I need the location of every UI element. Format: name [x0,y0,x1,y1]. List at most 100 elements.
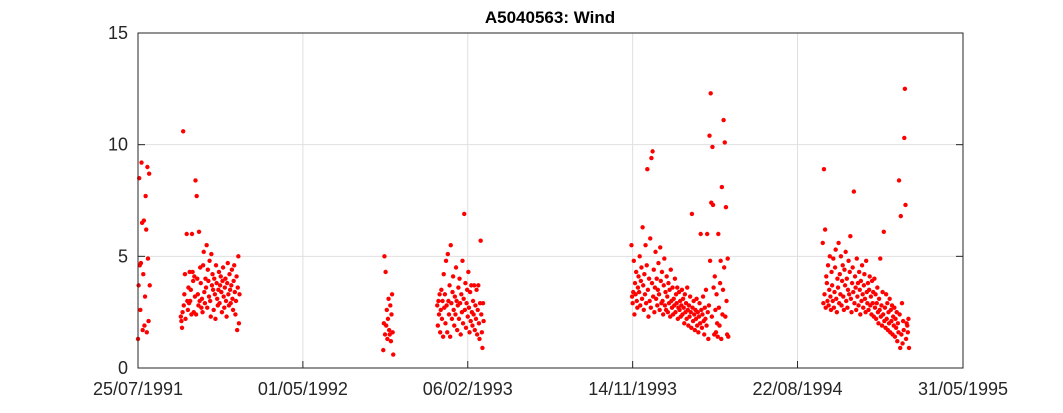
data-point [142,294,148,299]
data-point [193,178,198,183]
data-point [695,309,700,315]
data-point [835,285,841,290]
data-point [199,296,205,301]
data-point [663,289,668,295]
data-point [442,292,448,297]
data-point [200,263,206,268]
data-point [639,265,644,270]
data-point [185,307,191,313]
data-point [144,227,149,232]
data-point [899,301,905,306]
data-point [635,285,641,290]
data-point [696,314,702,319]
data-point [895,321,901,326]
data-point [873,316,879,322]
data-point [200,309,205,315]
data-point [441,272,446,277]
data-point [183,316,188,322]
data-point [892,334,898,339]
data-point [202,289,207,295]
data-point [863,258,869,263]
data-point [879,323,885,328]
data-point [179,318,184,324]
data-point [457,301,463,306]
data-point [709,314,715,319]
data-point [453,265,459,270]
data-point [654,276,659,281]
data-point [460,258,465,263]
data-point [885,301,890,306]
data-point [472,283,477,288]
data-point [670,285,675,290]
data-point [862,272,867,277]
data-point [231,278,236,284]
data-point [204,242,209,248]
data-point [458,332,463,337]
data-point [846,258,851,263]
data-point [866,287,872,293]
data-point [652,309,657,315]
data-point [878,256,883,261]
data-point [647,298,652,304]
data-point [857,287,862,293]
data-point [671,296,676,301]
data-point [856,303,861,308]
data-point [854,307,859,313]
data-point [850,265,855,270]
data-point [449,301,454,306]
data-point [439,316,445,322]
data-point [848,234,853,239]
data-point [206,278,211,284]
data-point [840,263,845,268]
data-points [135,86,912,357]
data-point [692,312,697,317]
data-point [657,307,662,313]
data-point [222,285,228,290]
data-point [880,289,885,295]
data-point [217,283,223,288]
data-point [706,303,712,308]
data-point [865,280,871,286]
data-point [898,345,903,351]
data-point [837,272,842,277]
data-point [450,274,456,279]
data-point [702,332,707,337]
data-point [443,258,449,263]
axis-ticks [137,32,964,369]
data-point [841,294,846,299]
data-point [460,321,466,326]
data-point [435,303,440,308]
data-point [201,249,206,255]
data-point [232,263,237,268]
data-point [447,283,452,288]
data-point [632,312,637,317]
data-point [646,314,651,319]
data-point [643,242,648,248]
data-point [480,301,486,306]
x-tick-label: 25/07/1991 [93,379,183,399]
data-point [845,305,850,310]
data-point [631,258,637,263]
data-point [682,321,687,326]
data-point [188,298,193,304]
data-point [700,312,705,317]
x-tick-label: 14/11/1993 [588,379,677,399]
data-point [440,298,445,304]
data-point [229,283,234,288]
data-point [178,314,184,319]
data-point [899,332,904,337]
data-point [656,260,661,266]
data-point [182,292,187,297]
data-point [138,307,143,313]
plot-area [138,33,963,368]
data-point [650,149,655,154]
data-point [190,269,195,275]
data-point [851,189,857,194]
data-point [437,292,442,297]
data-point [822,227,828,232]
data-point [831,305,837,310]
data-point [897,312,902,317]
data-point [633,292,638,297]
data-point [844,276,850,281]
data-point [704,231,710,237]
